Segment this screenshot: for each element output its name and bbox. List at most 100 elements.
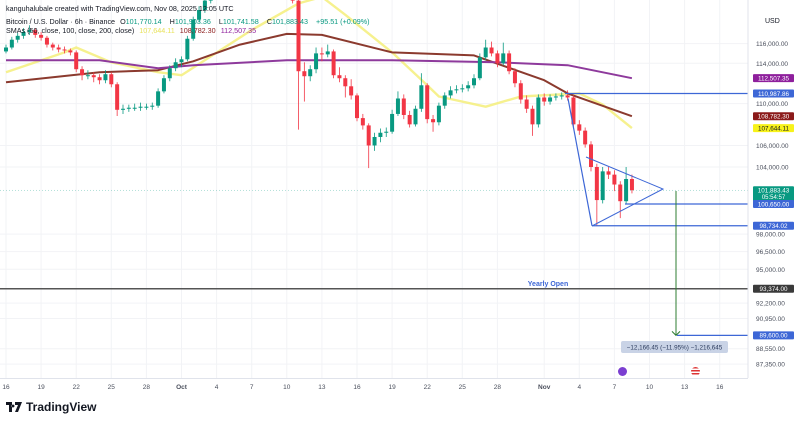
- candle: [472, 74, 476, 89]
- candle: [524, 95, 529, 113]
- candle: [68, 48, 73, 56]
- x-tick-label: 16: [2, 384, 10, 391]
- candle: [536, 94, 541, 128]
- candle-body: [395, 98, 400, 114]
- y-tick-label: 116,000.00: [756, 41, 788, 48]
- candle: [179, 56, 184, 68]
- candle-body: [150, 105, 155, 107]
- candle-body: [161, 78, 166, 92]
- price-axis[interactable]: USD 116,000.00 114,000.00 110,000.00 106,000…: [756, 18, 789, 369]
- y-tick-label: 110,000.00: [756, 101, 788, 108]
- price-badge: [753, 112, 794, 121]
- candle: [150, 102, 155, 110]
- candle: [325, 44, 330, 58]
- x-tick-label: 4: [215, 384, 219, 391]
- drawings[interactable]: Yearly Open −12,166.45 (−11.95%) −1,216,6…: [0, 92, 748, 353]
- candle: [91, 72, 96, 83]
- candle: [185, 35, 190, 62]
- candle: [594, 163, 599, 227]
- candle-body: [138, 106, 143, 108]
- candle-body: [167, 68, 172, 79]
- candle: [372, 132, 377, 151]
- candle: [161, 75, 166, 94]
- candle-body: [542, 97, 547, 102]
- sma-legend[interactable]: SMAs (50, close, 100, close, 200, close)…: [6, 26, 259, 35]
- candle-body: [308, 69, 313, 77]
- candle-body: [413, 108, 418, 125]
- candle: [390, 109, 395, 134]
- x-tick-label: 16: [353, 384, 361, 391]
- candle-body: [355, 95, 359, 119]
- candle-body: [612, 174, 617, 185]
- us-flag-event-icon[interactable]: [691, 367, 700, 376]
- y-tick-label: 104,000.00: [756, 165, 789, 172]
- economic-event-icon[interactable]: [618, 367, 627, 376]
- candle-body: [121, 108, 125, 110]
- candle: [331, 49, 336, 79]
- candle-body: [594, 167, 599, 201]
- x-tick-label: 7: [613, 384, 617, 391]
- candle-body: [62, 49, 67, 51]
- symbol-legend[interactable]: Bitcoin / U.S. Dollar · 6h · Binance O10…: [6, 17, 373, 26]
- x-tick-label: 10: [646, 384, 654, 391]
- candle: [477, 53, 482, 81]
- x-tick-label: 19: [37, 384, 45, 391]
- candle: [542, 93, 547, 106]
- candle: [395, 91, 400, 117]
- symmetrical-triangle: [585, 156, 665, 227]
- candle: [167, 65, 172, 82]
- candle-body: [507, 53, 512, 72]
- y-tick-label: 87,350.00: [756, 362, 785, 369]
- price-badge: [753, 74, 794, 83]
- tradingview-logo: TradingView: [6, 400, 96, 414]
- candle: [530, 105, 535, 136]
- candle: [296, 0, 301, 130]
- measure-label-box: [621, 341, 728, 353]
- candle-body: [325, 51, 330, 55]
- price-badge-label: 98,734.02: [759, 223, 788, 230]
- candle: [39, 31, 44, 41]
- candle: [512, 68, 517, 88]
- candle: [9, 36, 14, 50]
- candle-body: [472, 78, 476, 86]
- candle: [115, 82, 120, 117]
- candle-body: [314, 53, 319, 70]
- candle-body: [518, 83, 523, 100]
- candle-body: [56, 47, 61, 50]
- candle: [454, 85, 459, 94]
- candle: [4, 44, 8, 54]
- sma50-value: 107,644.11: [139, 26, 175, 35]
- price-badge-label: 89,600.00: [759, 333, 788, 340]
- candle: [21, 28, 26, 39]
- x-tick-label: 7: [250, 384, 254, 391]
- price-badge-label: 112,507.35: [758, 75, 790, 82]
- yearly-open-label: Yearly Open: [528, 281, 568, 288]
- candle: [319, 47, 324, 62]
- y-tick-label: 98,000.00: [756, 232, 785, 239]
- candle-body: [126, 107, 131, 109]
- candle-body: [431, 119, 436, 123]
- candle-body: [366, 125, 371, 146]
- price-badge: [753, 89, 794, 98]
- ohlc-low: L101,741.58: [218, 17, 259, 26]
- candle-body: [466, 85, 471, 89]
- candle: [442, 92, 447, 109]
- candle: [33, 28, 38, 38]
- price-badge-label: 110,987.86: [758, 91, 790, 98]
- candle: [489, 41, 494, 57]
- candle-body: [600, 171, 605, 201]
- candle-body: [559, 95, 564, 97]
- candle-body: [197, 10, 202, 20]
- candle: [553, 93, 558, 101]
- time-axis[interactable]: 16 19 22 25 28 Oct 4 7 10 13 16 19 22 25 28 Nov 4 7 10 13 16: [2, 384, 723, 391]
- ohlc-open: O101,770.14: [120, 17, 162, 26]
- candle-body: [629, 179, 634, 191]
- candle-body: [442, 95, 447, 106]
- candle-body: [290, 0, 295, 1]
- candle: [501, 42, 506, 66]
- candle-body: [372, 136, 377, 146]
- x-tick-label: 25: [459, 384, 467, 391]
- candle: [378, 128, 383, 143]
- tradingview-logo-icon: [6, 402, 22, 412]
